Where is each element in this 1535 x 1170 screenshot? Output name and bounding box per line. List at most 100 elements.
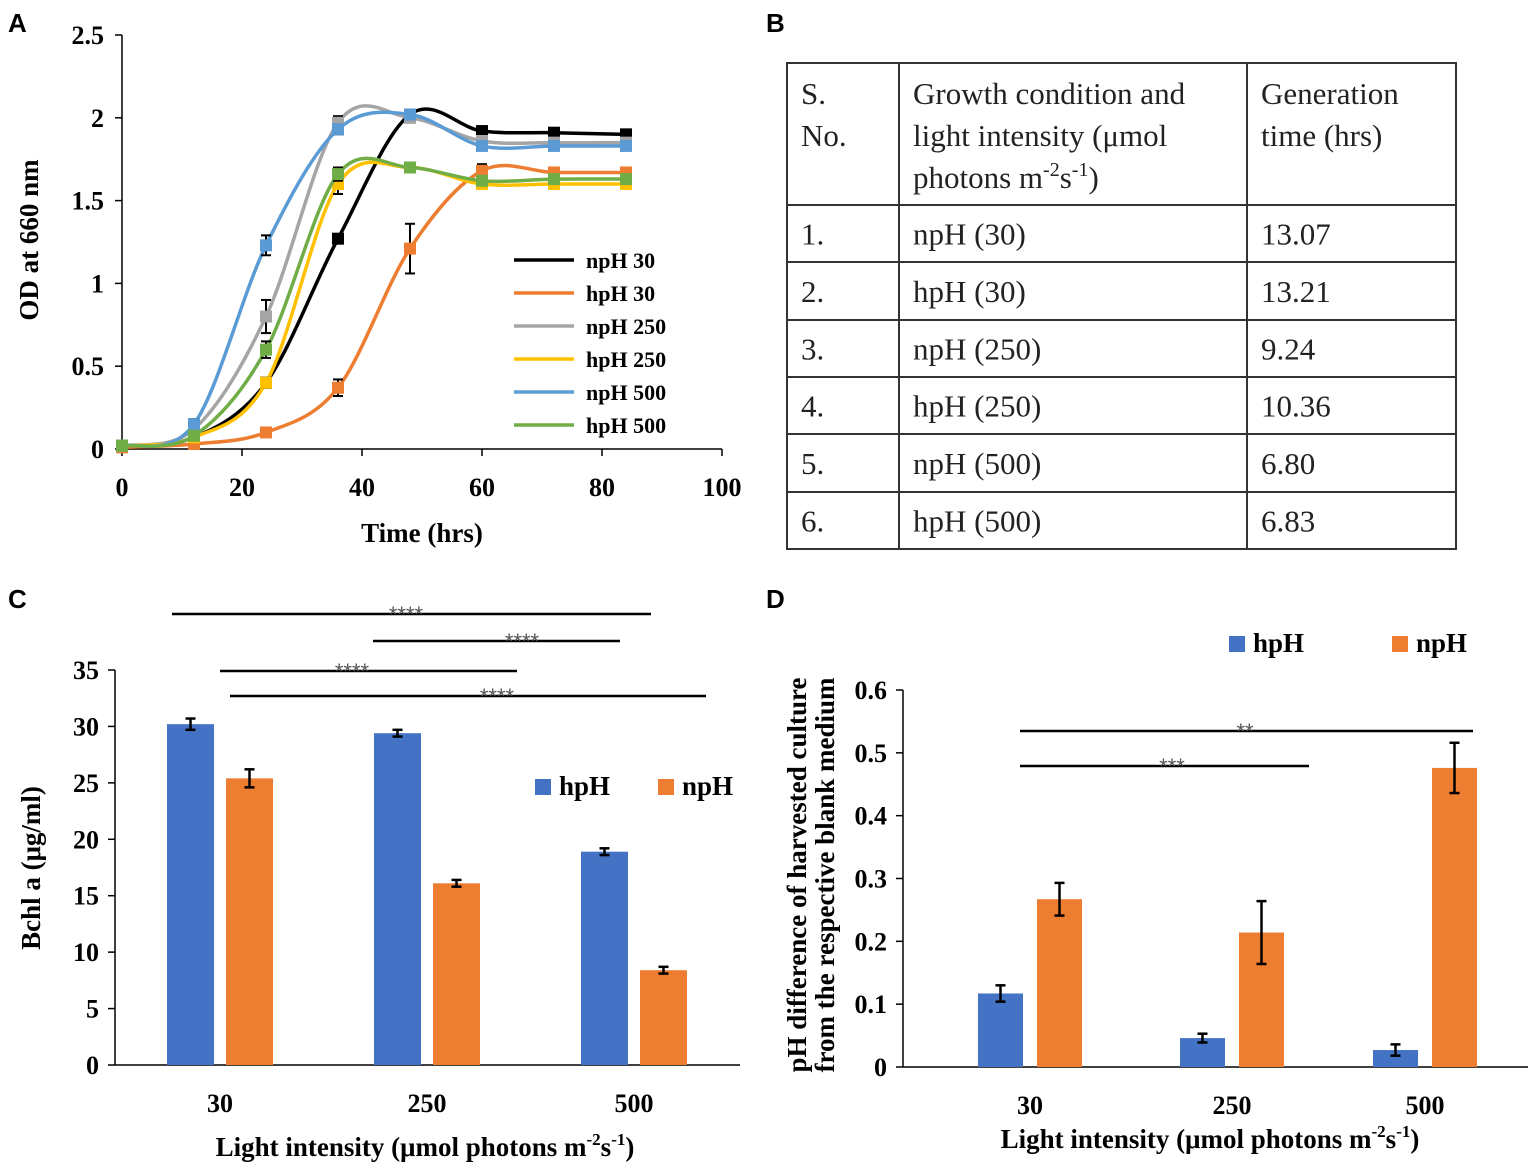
growth-data-point — [476, 164, 488, 177]
bchl-significance: **** **** **** **** — [172, 602, 706, 709]
growth-data-point — [332, 232, 344, 245]
bar-hph — [581, 851, 628, 1065]
growth-x-tick-label: 20 — [229, 473, 255, 502]
table-cell: 6.83 — [1261, 504, 1315, 539]
growth-data-point — [548, 126, 560, 139]
panel-label-d: D — [766, 584, 785, 614]
panel-label-c: C — [8, 584, 27, 614]
significance-stars: **** — [505, 629, 540, 654]
table-header-text: light intensity (μmol — [913, 118, 1167, 153]
bar-nph — [1037, 899, 1082, 1067]
growth-legend-label: hpH 250 — [586, 347, 666, 372]
panel-label-b: B — [766, 8, 785, 38]
generation-time-table: S. No. Growth condition and light intensity… — [786, 62, 1457, 550]
bar-y-tick-label: 0.4 — [855, 802, 888, 831]
growth-data-point — [476, 139, 488, 152]
table-cell: hpH (30) — [913, 274, 1026, 309]
bar-y-tick-label: 15 — [73, 882, 99, 911]
bar-x-tick-label: 30 — [1017, 1091, 1043, 1120]
table-cell: 5. — [801, 446, 824, 481]
bchl-x-axis-title: Light intensity (μmol photons m-2s-1) — [216, 1130, 635, 1162]
bar-y-tick-label: 20 — [73, 825, 99, 854]
panel-label-a: A — [8, 8, 27, 38]
table-cell: 6. — [801, 504, 824, 539]
table-cell: 9.24 — [1261, 332, 1316, 367]
bar-x-tick-label: 30 — [207, 1089, 233, 1118]
growth-data-point — [548, 173, 560, 186]
table-header-text: S. — [801, 76, 826, 111]
bchl-legend: hpH npH — [535, 771, 733, 801]
bchl-bar-chart: 0 5 10 15 20 25 30 35 30 250 500 **** **** ******** … — [16, 602, 740, 1162]
table-cell: hpH (250) — [913, 389, 1041, 424]
growth-series-line — [121, 163, 627, 450]
bar-nph — [433, 883, 480, 1065]
bchl-y-axis-title: Bchl a (μg/ml) — [16, 786, 46, 950]
growth-data-point — [260, 376, 272, 389]
growth-y-tick-label: 1.5 — [72, 187, 105, 216]
ph-x-axis-title: Light intensity (μmol photons m-2s-1) — [1001, 1122, 1420, 1154]
bar-nph — [640, 970, 687, 1065]
bar-y-tick-label: 25 — [73, 769, 99, 798]
table-cell: 2. — [801, 274, 824, 309]
bar-hph — [1373, 1050, 1418, 1067]
growth-y-tick-label: 0.5 — [72, 352, 105, 381]
growth-legend-label: npH 250 — [586, 314, 666, 339]
growth-legend: npH 30 hpH 30 npH 250 hpH 250 npH 500 hpH 500 — [514, 248, 666, 438]
growth-series — [116, 104, 632, 454]
bar-y-tick-label: 0.1 — [855, 990, 888, 1019]
bar-y-tick-label: 0 — [86, 1051, 99, 1080]
legend-swatch-hph — [1229, 636, 1245, 652]
table-border — [786, 62, 1457, 550]
ph-y-axis-title-line2: from the respective blank medium — [810, 677, 840, 1072]
growth-legend-label: npH 500 — [586, 380, 666, 405]
bar-y-tick-label: 0 — [874, 1053, 887, 1082]
ph-bar-chart: 00.10.20.30.40.50.630 250 500 ***** hpH npH… — [782, 628, 1528, 1154]
legend-label-hph: hpH — [559, 771, 610, 801]
growth-data-point — [188, 418, 200, 431]
table-header-text: Generation — [1261, 76, 1399, 111]
legend-swatch-nph — [658, 779, 674, 795]
significance-stars: *** — [1159, 754, 1185, 779]
bar-y-tick-label: 0.2 — [855, 927, 888, 956]
growth-x-tick-label: 100 — [703, 473, 742, 502]
bar-nph — [226, 778, 273, 1065]
ph-legend: hpH npH — [1229, 628, 1467, 658]
growth-data-point — [404, 161, 416, 174]
growth-series-line — [121, 160, 626, 448]
growth-data-point — [404, 108, 416, 121]
growth-data-point — [332, 168, 344, 181]
bar-x-tick-label: 500 — [615, 1089, 654, 1118]
table-header-text: No. — [801, 118, 847, 153]
growth-y-tick-label: 0 — [91, 435, 104, 464]
growth-y-axis-title: OD at 660 nm — [14, 159, 44, 321]
bar-y-tick-label: 0.3 — [855, 865, 888, 894]
growth-series-line — [121, 104, 627, 448]
table-cell: 10.36 — [1261, 389, 1331, 424]
bar-y-tick-label: 35 — [73, 656, 99, 685]
legend-swatch-hph — [535, 779, 551, 795]
growth-data-point — [260, 343, 272, 356]
legend-label-hph: hpH — [1253, 628, 1304, 658]
bar-y-tick-label: 30 — [73, 712, 99, 741]
table-cell: npH (250) — [913, 332, 1041, 367]
ph-axes: 0 0.1 0.2 0.3 0.4 0.5 0.6 30 250 500 — [855, 676, 1528, 1120]
growth-data-point — [260, 426, 272, 439]
growth-x-tick-label: 60 — [469, 473, 495, 502]
growth-data-point — [620, 173, 632, 186]
growth-data-point — [476, 125, 488, 138]
growth-data-point — [476, 174, 488, 187]
table-header-text: time (hrs) — [1261, 118, 1382, 153]
growth-data-point — [188, 429, 200, 442]
table-cell: npH (500) — [913, 446, 1041, 481]
growth-data-point — [260, 310, 272, 323]
table-cell: npH (30) — [913, 217, 1026, 252]
bar-x-tick-label: 250 — [408, 1089, 447, 1118]
ph-significance: ***** — [1020, 719, 1473, 779]
table-cell: 13.21 — [1261, 274, 1331, 309]
growth-data-point — [116, 439, 128, 452]
significance-stars: **** — [389, 602, 424, 627]
growth-x-tick-label: 0 — [116, 473, 129, 502]
table-header-text: photons m-2s-1) — [913, 159, 1099, 195]
